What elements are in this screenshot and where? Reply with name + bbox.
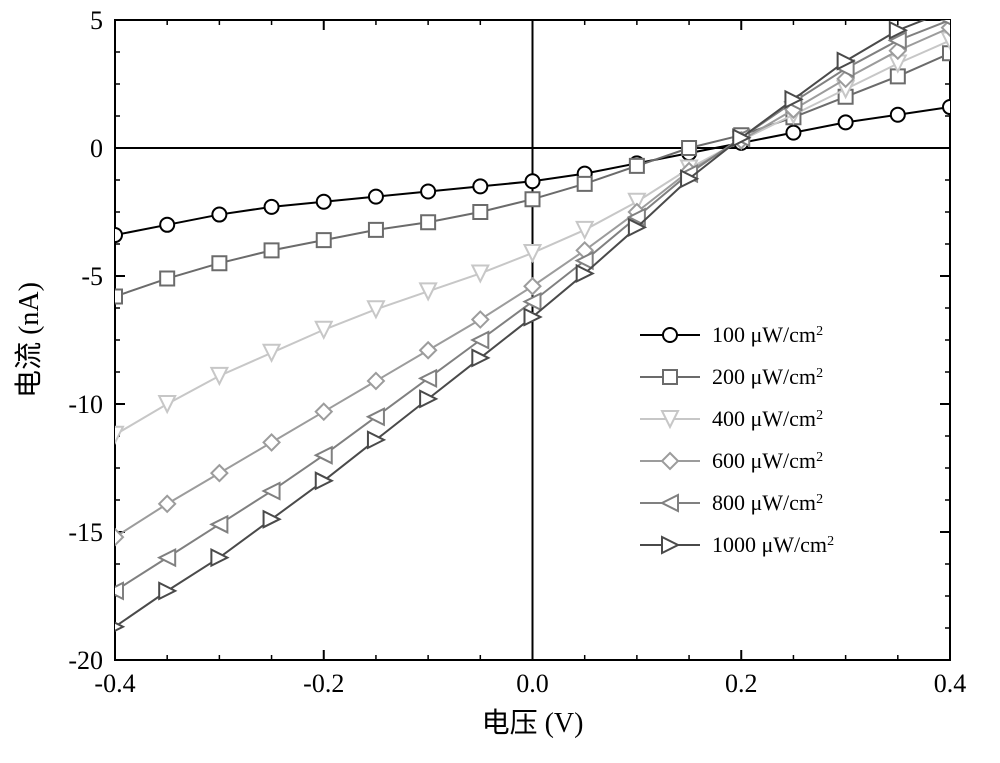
svg-text:-0.2: -0.2: [303, 669, 344, 698]
svg-text:-10: -10: [68, 390, 103, 419]
svg-text:5: 5: [90, 6, 103, 35]
svg-text:100 μW/cm2: 100 μW/cm2: [712, 322, 823, 347]
svg-text:0.4: 0.4: [934, 669, 967, 698]
svg-text:-5: -5: [81, 262, 103, 291]
svg-text:-15: -15: [68, 518, 103, 547]
svg-text:800 μW/cm2: 800 μW/cm2: [712, 490, 823, 515]
svg-text:1000 μW/cm2: 1000 μW/cm2: [712, 532, 834, 557]
svg-text:-20: -20: [68, 646, 103, 675]
svg-text:200 μW/cm2: 200 μW/cm2: [712, 364, 823, 389]
svg-text:0: 0: [90, 134, 103, 163]
svg-text:电流 (nA): 电流 (nA): [13, 282, 45, 398]
svg-text:0.2: 0.2: [725, 669, 758, 698]
chart-svg: -0.4-0.20.00.20.4-20-15-10-505电压 (V)电流 (…: [0, 0, 1000, 763]
svg-text:400 μW/cm2: 400 μW/cm2: [712, 406, 823, 431]
svg-text:600 μW/cm2: 600 μW/cm2: [712, 448, 823, 473]
svg-text:0.0: 0.0: [516, 669, 549, 698]
svg-text:电压 (V): 电压 (V): [482, 707, 584, 739]
iv-chart: -0.4-0.20.00.20.4-20-15-10-505电压 (V)电流 (…: [0, 0, 1000, 763]
